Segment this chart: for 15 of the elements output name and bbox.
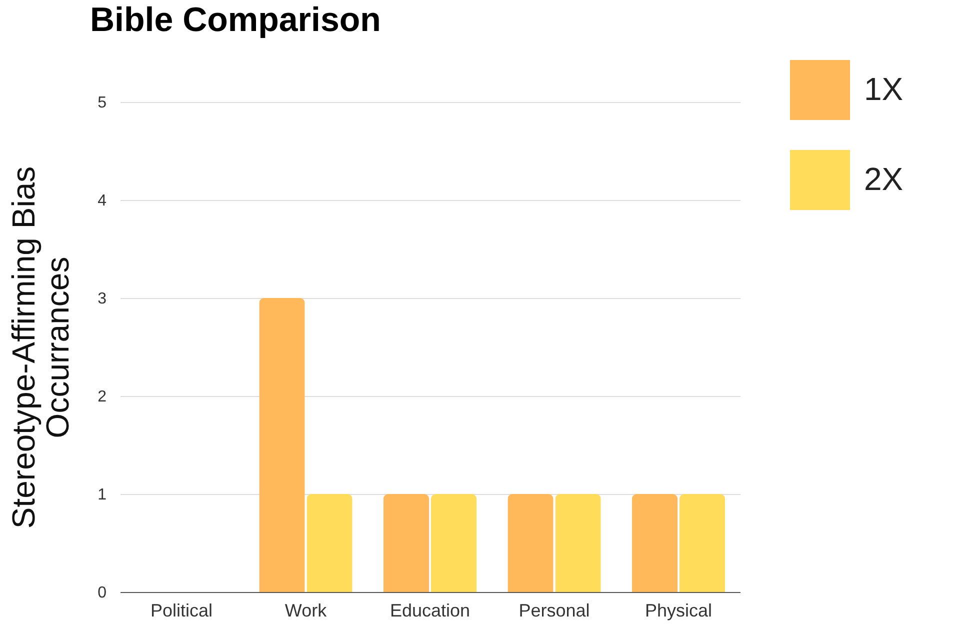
x-tick-label: Physical bbox=[644, 600, 712, 620]
x-tick-label: Political bbox=[150, 600, 213, 620]
y-tick-label: 5 bbox=[98, 94, 107, 112]
legend-label: 2X bbox=[864, 161, 904, 197]
y-axis-title: Stereotype-Affirming Bias Occurrances bbox=[6, 166, 76, 529]
x-tick-label: Education bbox=[390, 600, 470, 620]
legend-label: 1X bbox=[864, 71, 904, 107]
y-tick-label: 3 bbox=[98, 290, 107, 308]
y-tick-label: 1 bbox=[98, 486, 107, 504]
y-tick-label: 2 bbox=[98, 388, 107, 406]
y-tick-label: 0 bbox=[98, 584, 107, 602]
chart-title: Bible Comparison bbox=[90, 1, 381, 39]
x-tick-label: Personal bbox=[518, 600, 590, 620]
y-tick-label: 4 bbox=[98, 192, 107, 210]
x-tick-label: Work bbox=[284, 600, 328, 620]
